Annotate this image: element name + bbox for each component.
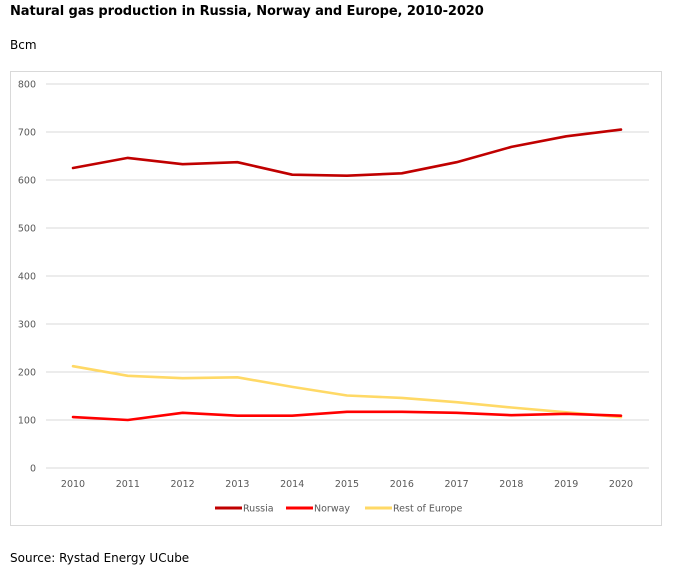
x-tick-label: 2012 bbox=[171, 479, 195, 490]
x-tick-label: 2015 bbox=[335, 479, 359, 490]
x-tick-label: 2017 bbox=[445, 479, 469, 490]
x-tick-label: 2018 bbox=[499, 479, 523, 490]
legend-item-rest-of-europe: Rest of Europe bbox=[365, 504, 462, 515]
legend-label: Rest of Europe bbox=[393, 504, 462, 515]
y-tick-label: 800 bbox=[18, 80, 36, 91]
series-line-rest-of-europe bbox=[71, 364, 623, 419]
x-tick-label: 2010 bbox=[61, 479, 85, 490]
y-tick-label: 200 bbox=[18, 368, 36, 379]
x-tick-label: 2020 bbox=[609, 479, 633, 490]
gridlines bbox=[46, 83, 649, 469]
legend-item-norway: Norway bbox=[286, 504, 350, 515]
y-tick-label: 100 bbox=[18, 416, 36, 427]
x-axis-ticks: 2010 2011 2012 2013 2014 2015 2016 2017 2018 2019… bbox=[61, 479, 633, 490]
series-line-norway bbox=[71, 410, 623, 422]
x-tick-label: 2016 bbox=[390, 479, 414, 490]
chart-title: Natural gas production in Russia, Norway… bbox=[10, 4, 484, 19]
x-tick-label: 2011 bbox=[116, 479, 140, 490]
series-lines bbox=[71, 128, 623, 422]
y-tick-label: 300 bbox=[18, 320, 36, 331]
y-tick-label: 600 bbox=[18, 176, 36, 187]
y-tick-label: 500 bbox=[18, 224, 36, 235]
y-axis-ticks: 0 100 200 300 400 500 600 700 800 bbox=[18, 80, 36, 475]
legend-label: Russia bbox=[243, 504, 274, 515]
legend-item-russia: Russia bbox=[215, 504, 274, 515]
legend: Russia Norway Rest of Europe bbox=[215, 504, 462, 515]
chart-area bbox=[10, 71, 662, 526]
y-tick-label: 0 bbox=[30, 464, 36, 475]
legend-label: Norway bbox=[314, 504, 350, 515]
x-tick-label: 2014 bbox=[280, 479, 304, 490]
series-line-russia bbox=[71, 128, 623, 177]
y-tick-label: 400 bbox=[18, 272, 36, 283]
unit-label: Bcm bbox=[10, 38, 37, 52]
source-note: Source: Rystad Energy UCube bbox=[10, 551, 190, 565]
x-tick-label: 2013 bbox=[225, 479, 249, 490]
y-tick-label: 700 bbox=[18, 128, 36, 139]
x-tick-label: 2019 bbox=[554, 479, 578, 490]
